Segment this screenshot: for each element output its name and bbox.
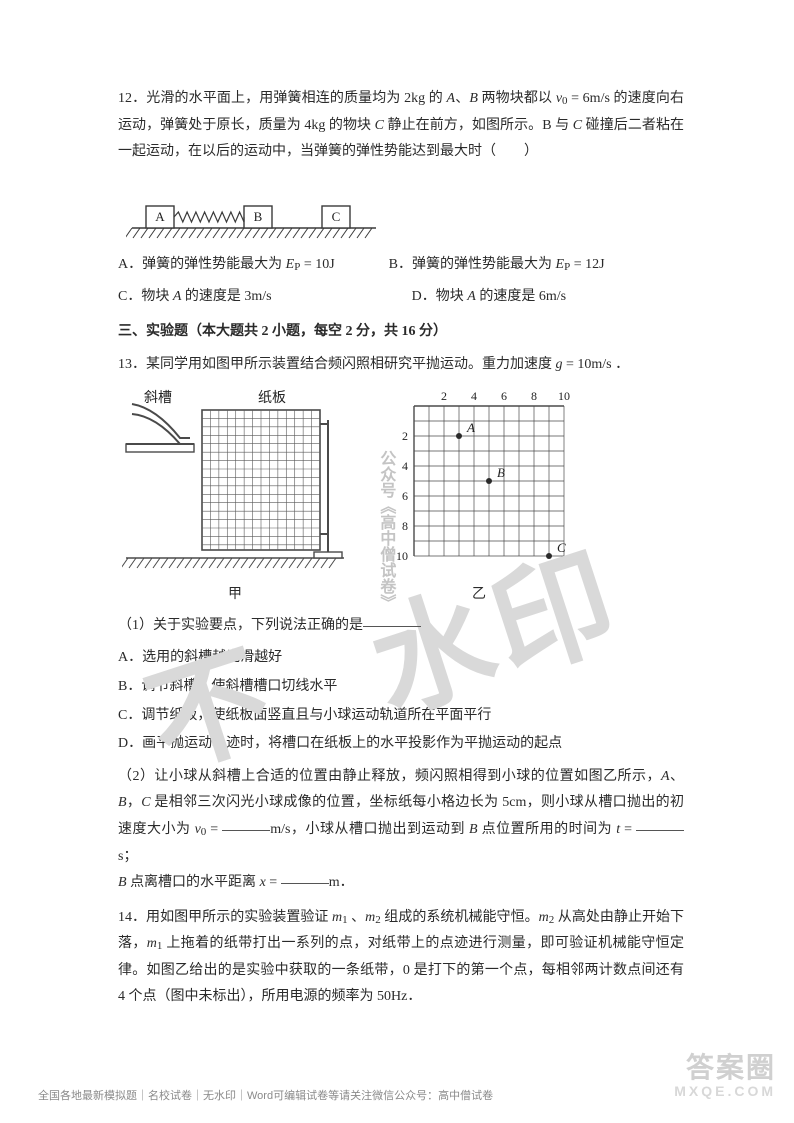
svg-text:2: 2	[402, 429, 408, 443]
svg-text:斜槽: 斜槽	[144, 390, 172, 406]
q13-fig-yi-caption: 乙	[384, 582, 574, 609]
section-3-title: 三、实验题（本大题共 2 小题，每空 2 分，共 16 分）	[118, 319, 684, 346]
q13-sub2: （2）让小球从斜槽上合适的位置由静止释放，频闪照相得到小球的位置如图乙所示，A、…	[118, 764, 684, 897]
svg-text:10: 10	[558, 389, 570, 403]
q13-stem: 13．某同学用如图甲所示装置结合频闪照相研究平抛运动。重力加速度 g = 10m…	[118, 352, 684, 379]
q12-options-row2: C．物块 A 的速度是 3m/s D．物块 A 的速度是 6m/s	[118, 284, 684, 311]
q12-options-row1: A．弹簧的弹性势能最大为 EP = 10J B．弹簧的弹性势能最大为 EP = …	[118, 252, 684, 279]
q13-opt-a: A．选用的斜槽越光滑越好	[118, 645, 684, 672]
q13-fig-yi: 2 4 6 8 10 2 4 6 8 10 A B C 乙	[384, 384, 574, 609]
blank	[363, 612, 421, 627]
svg-text:10: 10	[396, 549, 408, 563]
svg-text:纸板: 纸板	[258, 390, 286, 406]
q12-diagram: A B C	[126, 172, 684, 246]
q13-fig-jia-caption: 甲	[122, 582, 348, 609]
q13-fig-jia: 斜槽 纸板 甲	[122, 384, 348, 609]
q12-opt-d: D．物块 A 的速度是 6m/s	[412, 284, 566, 311]
blank	[636, 816, 684, 831]
q13-opt-c: C．调节纸板，使纸板面竖直且与小球运动轨道所在平面平行	[118, 703, 684, 730]
svg-text:4: 4	[402, 459, 408, 473]
blank	[222, 816, 270, 831]
q13-sub1-options: A．选用的斜槽越光滑越好 B．调节斜槽，使斜槽槽口切线水平 C．调节纸板，使纸板…	[118, 645, 684, 757]
svg-text:8: 8	[402, 519, 408, 533]
svg-text:A: A	[466, 420, 475, 435]
svg-text:6: 6	[501, 389, 507, 403]
svg-text:C: C	[332, 209, 341, 224]
corner-watermark: 答案圈 MXQE.COM	[674, 1053, 776, 1099]
svg-text:8: 8	[531, 389, 537, 403]
q12-stem: 12．光滑的水平面上，用弹簧相连的质量均为 2kg 的 A、B 两物块都以 v0…	[118, 86, 684, 166]
q12-opt-b: B．弹簧的弹性势能最大为 EP = 12J	[389, 252, 605, 279]
svg-text:6: 6	[402, 489, 408, 503]
svg-text:B: B	[497, 465, 505, 480]
q13-figures: 斜槽 纸板 甲 2 4 6 8 10 2 4 6 8 10 A B C 乙	[122, 384, 684, 609]
q12-opt-a: A．弹簧的弹性势能最大为 EP = 10J	[118, 252, 335, 279]
svg-text:2: 2	[441, 389, 447, 403]
q13-opt-b: B．调节斜槽，使斜槽槽口切线水平	[118, 674, 684, 701]
svg-text:B: B	[254, 209, 263, 224]
blank	[281, 869, 329, 884]
svg-text:C: C	[557, 540, 566, 555]
q13-opt-d: D．画平抛运动轨迹时，将槽口在纸板上的水平投影作为平抛运动的起点	[118, 731, 684, 758]
svg-text:4: 4	[471, 389, 477, 403]
svg-text:A: A	[155, 209, 165, 224]
q12-opt-c: C．物块 A 的速度是 3m/s	[118, 284, 272, 311]
q13-sub1: （1）关于实验要点，下列说法正确的是．	[118, 613, 684, 640]
q14-stem: 14．用如图甲所示的实验装置验证 m1 、m2 组成的系统机械能守恒。m2 从高…	[118, 905, 684, 1011]
